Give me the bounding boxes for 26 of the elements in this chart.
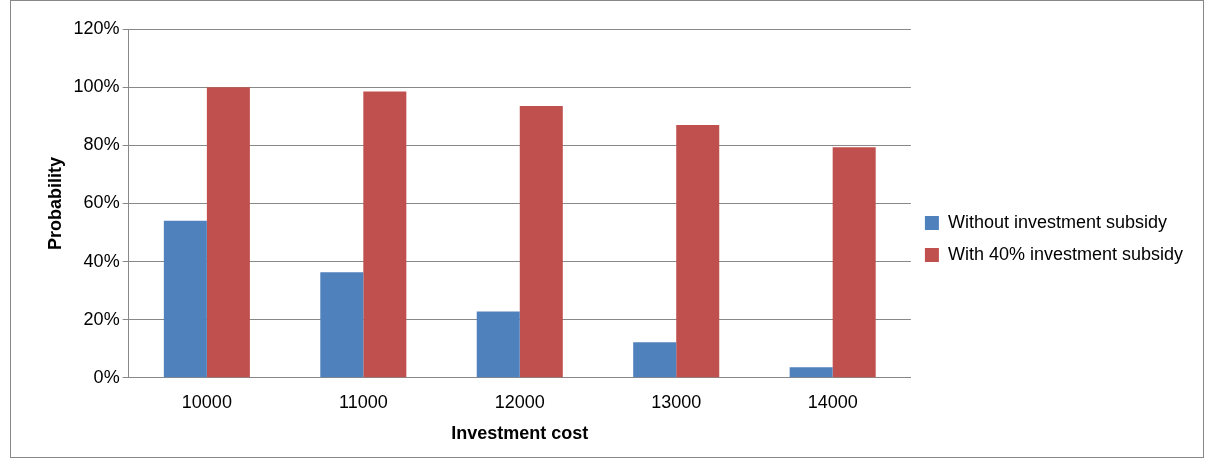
bar [832, 147, 876, 378]
y-tick-label: 80% [83, 134, 120, 155]
y-tick-label: 60% [83, 192, 120, 213]
bar [320, 272, 364, 378]
y-tick-label: 20% [83, 308, 120, 329]
x-axis-title: Investment cost [451, 423, 589, 444]
x-tick-label: 14000 [807, 391, 858, 412]
bar [519, 106, 563, 378]
x-tick-label: 10000 [181, 391, 232, 412]
x-tick-label: 13000 [651, 391, 702, 412]
bar [633, 342, 677, 378]
legend-label: Without investment subsidy [947, 211, 1167, 232]
x-tick-label: 11000 [338, 391, 388, 412]
bar [363, 91, 407, 378]
bar [163, 220, 207, 378]
y-tick-label: 40% [83, 250, 120, 271]
bar [206, 87, 250, 378]
bar [676, 124, 720, 378]
y-tick-label: 120% [73, 17, 120, 38]
x-tick-label: 12000 [494, 391, 545, 412]
y-tick-label: 100% [73, 76, 120, 97]
bar [476, 311, 520, 378]
y-tick-label: 0% [93, 366, 120, 387]
bar [789, 367, 833, 378]
legend-label: With 40% investment subsidy [947, 243, 1184, 264]
y-axis-title: Probability [44, 156, 65, 250]
